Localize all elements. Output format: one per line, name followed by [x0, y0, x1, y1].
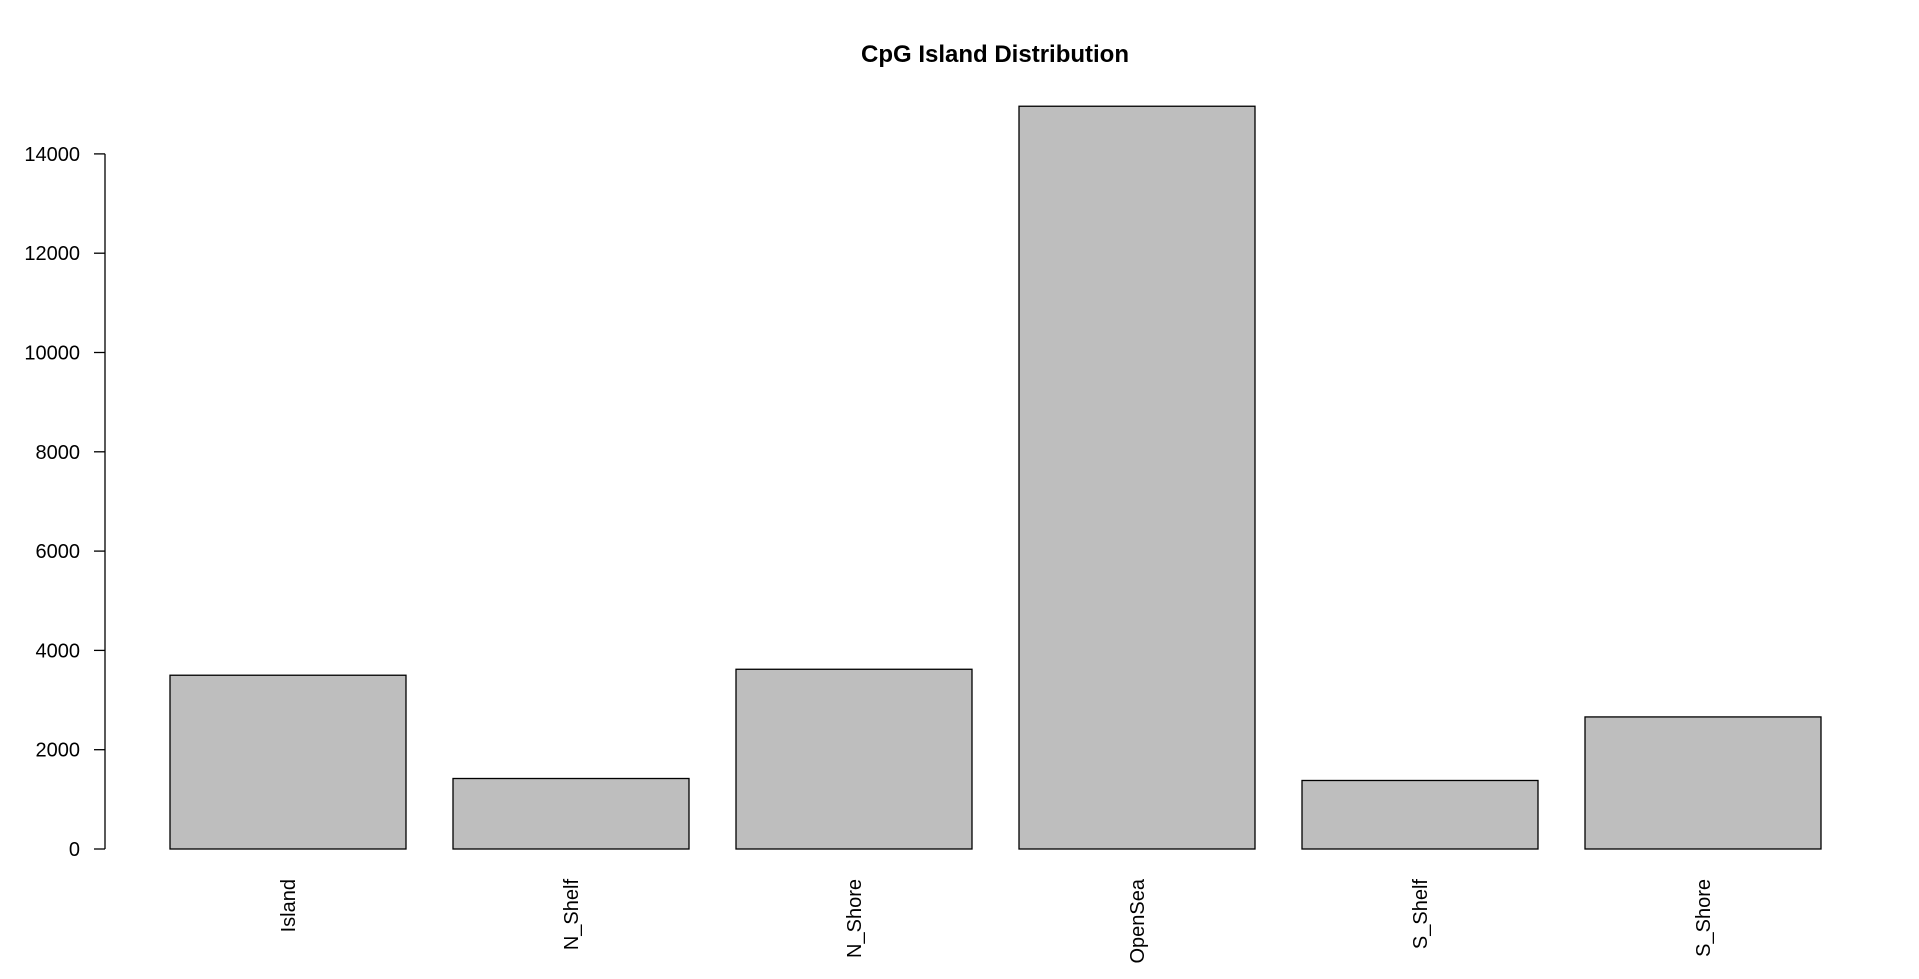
y-tick-label: 12000 — [24, 243, 80, 265]
bar-opensea — [1018, 105, 1256, 850]
y-tick-label: 6000 — [36, 541, 81, 563]
x-category-label: OpenSea — [1127, 878, 1149, 963]
x-category-label: N_Shore — [844, 879, 866, 958]
chart-title: CpG Island Distribution — [861, 41, 1129, 68]
x-category-label: S_Shelf — [1410, 879, 1432, 949]
bar-n-shore — [735, 668, 973, 850]
x-axis-labels: Island N_Shelf N_Shore OpenSea S_Shelf S_Shor… — [278, 878, 1715, 963]
y-tick-label: 10000 — [24, 343, 80, 365]
y-tick-label: 2000 — [36, 740, 81, 762]
x-category-label: N_Shelf — [561, 879, 583, 951]
y-axis: 0 2000 4000 6000 8000 10000 12000 14000 — [24, 144, 106, 861]
bars-group — [169, 105, 1822, 850]
y-tick-label: 4000 — [36, 640, 81, 662]
x-category-label: S_Shore — [1693, 879, 1715, 957]
bar-s-shelf — [1301, 779, 1539, 850]
y-tick-label: 0 — [69, 839, 80, 861]
y-tick-label: 14000 — [24, 144, 80, 166]
bar-s-shore — [1584, 716, 1822, 850]
x-category-label: Island — [278, 879, 300, 932]
bar-n-shelf — [452, 777, 690, 850]
bar-island — [169, 674, 407, 850]
y-tick-label: 8000 — [36, 442, 81, 464]
